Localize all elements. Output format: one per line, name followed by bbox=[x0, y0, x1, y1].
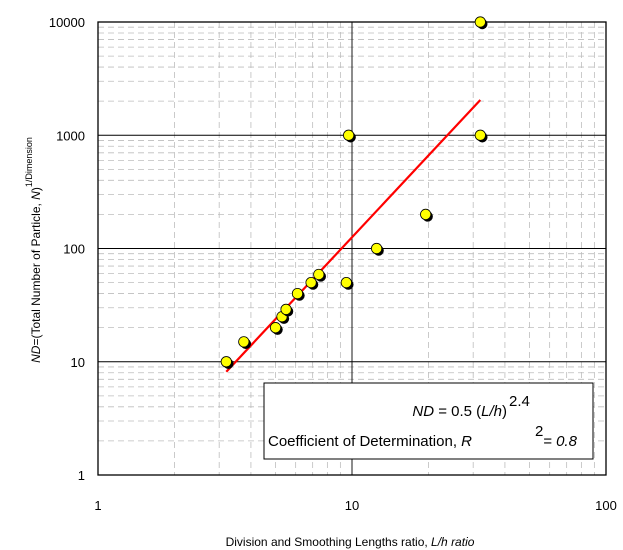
r2-symbol: R bbox=[461, 433, 472, 450]
data-point bbox=[220, 356, 232, 368]
r2-value: = 0.8 bbox=[539, 433, 578, 450]
r2-exponent: 2 bbox=[535, 423, 543, 440]
x-axis-label-text: Division and Smoothing Lengths ratio, bbox=[226, 535, 431, 549]
data-point bbox=[305, 276, 317, 289]
equation-nd: ND bbox=[412, 403, 434, 420]
data-point bbox=[238, 336, 250, 348]
data-point bbox=[340, 276, 352, 289]
y-tick-label: 10000 bbox=[49, 15, 85, 30]
data-point bbox=[280, 303, 292, 315]
equation-var: L/h bbox=[481, 403, 502, 420]
y-axis-label-part2: ) bbox=[29, 187, 43, 191]
r2-label: Coefficient of Determination, bbox=[268, 433, 461, 450]
x-axis-label-italic: L/h ratio bbox=[431, 535, 475, 549]
fit-line bbox=[225, 99, 482, 373]
y-axis-label-text: ND=(Total Number of Particle, N)1/Dimens… bbox=[24, 137, 43, 363]
y-tick-label: 10 bbox=[71, 355, 85, 370]
equation-text: ND = 0.5 (L/h) bbox=[412, 403, 507, 420]
equation-box-frame bbox=[263, 382, 594, 460]
x-axis-label: Division and Smoothing Lengths ratio, L/… bbox=[226, 535, 475, 549]
y-tick-label: 100 bbox=[63, 242, 85, 257]
plot-frame bbox=[97, 21, 607, 476]
equation-coef: = 0.5 ( bbox=[434, 403, 481, 420]
data-point bbox=[420, 208, 432, 221]
y-tick-label: 1000 bbox=[56, 128, 85, 143]
x-tick-labels: 1 10 100 bbox=[94, 498, 616, 513]
r2-text: Coefficient of Determination, R bbox=[268, 433, 472, 450]
equation-close: ) bbox=[502, 403, 507, 420]
data-point bbox=[269, 322, 282, 334]
data-point bbox=[474, 16, 486, 28]
data-point bbox=[474, 129, 486, 141]
y-axis-label: ND=(Total Number of Particle, N)1/Dimens… bbox=[24, 137, 43, 363]
x-tick-label: 10 bbox=[345, 498, 359, 513]
x-tick-label: 100 bbox=[595, 498, 617, 513]
y-axis-label-superscript: 1/Dimension bbox=[24, 137, 34, 187]
y-tick-label: 1 bbox=[78, 468, 85, 483]
equation-box: ND = 0.5 (L/h) 2.4 Coefficient of Determ… bbox=[263, 382, 594, 460]
equation-exponent: 2.4 bbox=[509, 393, 530, 410]
y-tick-labels: 1 10 100 1000 10000 bbox=[49, 15, 85, 483]
data-point bbox=[343, 129, 355, 141]
y-axis-label-n: N bbox=[29, 191, 43, 200]
data-point bbox=[313, 268, 325, 281]
data-point bbox=[291, 287, 304, 300]
data-points bbox=[220, 16, 488, 369]
data-point bbox=[371, 242, 383, 255]
y-axis-label-part1: =(Total Number of Particle, bbox=[29, 200, 43, 346]
x-tick-label: 1 bbox=[94, 498, 101, 513]
y-axis-label-nd: ND bbox=[29, 345, 43, 363]
